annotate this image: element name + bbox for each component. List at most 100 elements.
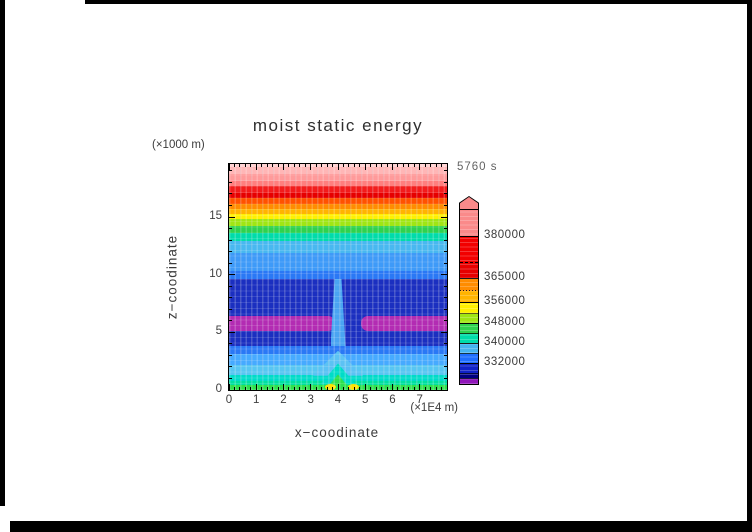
contour-band	[229, 219, 447, 227]
x-axis-tick	[402, 164, 404, 167]
x-axis-tick	[261, 387, 263, 390]
colorbar-segment	[460, 354, 478, 364]
x-axis-tick	[370, 164, 372, 167]
z-tick-label: 5	[215, 325, 222, 338]
z-axis-unit-label: (×1000 m)	[152, 139, 205, 151]
colorbar-level-line	[460, 333, 478, 334]
x-axis-tick	[413, 387, 415, 390]
z-axis-tick	[444, 343, 447, 345]
colorbar-level-line	[460, 378, 478, 379]
colorbar-level-line	[460, 343, 478, 344]
colorbar-segment	[460, 303, 478, 314]
z-axis-tick	[441, 274, 447, 276]
colorbar-value-label: 365000	[484, 271, 526, 283]
colorbar-overflow-arrow	[459, 196, 479, 210]
z-axis-tick	[229, 193, 232, 195]
x-axis-tick	[315, 164, 317, 167]
z-tick-label: 15	[209, 210, 222, 223]
z-axis-tick	[229, 285, 232, 287]
contour-band	[229, 241, 447, 253]
x-axis-tick	[375, 387, 377, 390]
x-axis-tick	[244, 387, 246, 390]
z-axis-tick	[444, 181, 447, 183]
colorbar-segment	[460, 364, 478, 374]
x-axis-tick	[337, 384, 339, 390]
z-axis-tick	[229, 228, 232, 230]
z-axis-tick	[229, 205, 232, 206]
contour-band	[229, 232, 447, 241]
colorbar-value-label: 380000	[484, 229, 526, 241]
x-axis-tick	[386, 387, 388, 390]
colorbar-value-label: 332000	[484, 356, 526, 368]
z-axis-tick	[444, 170, 447, 172]
x-axis-tick	[326, 164, 328, 167]
colorbar-segment	[460, 379, 478, 384]
colorbar-level-line	[460, 278, 478, 279]
x-axis-tick	[293, 387, 295, 390]
x-axis-tick	[441, 164, 443, 167]
z-axis-tick	[441, 389, 447, 391]
x-axis-tick	[261, 164, 263, 167]
x-axis-tick	[293, 164, 295, 167]
x-axis-tick	[250, 164, 252, 167]
x-axis-unit-label: (×1E4 m)	[410, 402, 458, 414]
colorbar-value-label: 356000	[484, 295, 526, 307]
z-axis-tick	[229, 170, 232, 172]
x-axis-tick	[326, 387, 328, 390]
x-axis-tick	[370, 387, 372, 390]
x-axis-tick	[435, 387, 437, 390]
x-axis-tick	[255, 164, 257, 170]
x-axis-tick	[288, 387, 290, 390]
z-axis-tick	[444, 251, 447, 253]
magenta-band-lobe	[229, 315, 335, 331]
colorbar-segment	[460, 279, 478, 291]
colorbar-value-label: 348000	[484, 316, 526, 328]
time-stamp: 5760 s	[457, 161, 498, 173]
x-axis-tick	[277, 387, 279, 390]
x-axis-tick	[435, 164, 437, 167]
x-axis-label: x−coodinate	[294, 425, 380, 440]
x-axis-tick	[353, 387, 355, 390]
x-axis-tick	[402, 387, 404, 390]
z-axis-tick	[229, 366, 232, 368]
x-axis-tick	[424, 164, 426, 167]
x-tick-label: 0	[225, 394, 233, 406]
z-axis-tick	[229, 274, 235, 276]
x-axis-tick	[441, 387, 443, 390]
contour-band	[229, 204, 447, 209]
z-axis-tick	[444, 366, 447, 368]
z-axis-label: z−coodinate	[164, 234, 180, 320]
x-tick-label: 2	[280, 394, 287, 406]
x-axis-tick	[239, 387, 241, 390]
z-tick-label: 0	[215, 383, 222, 395]
z-axis-tick	[444, 377, 447, 379]
x-axis-tick	[304, 164, 306, 167]
contour-band	[229, 192, 447, 198]
x-axis-tick	[364, 384, 366, 390]
x-axis-tick	[419, 164, 421, 170]
x-axis-tick	[299, 164, 301, 167]
x-tick-label: 1	[253, 394, 260, 406]
colorbar-level-line	[460, 323, 478, 324]
contour-band	[229, 174, 447, 181]
z-axis-tick	[444, 228, 447, 230]
contour-band	[229, 253, 447, 271]
z-axis-tick	[229, 251, 232, 253]
surface-hot-spot	[347, 383, 359, 390]
x-axis-tick	[266, 164, 268, 167]
x-axis-tick	[244, 164, 246, 167]
x-axis-tick	[304, 387, 306, 390]
x-axis-tick	[381, 164, 383, 167]
magenta-band-lobe	[361, 315, 447, 331]
contour-band	[229, 208, 447, 215]
colorbar-segment	[460, 210, 478, 237]
z-axis-tick	[229, 343, 232, 345]
x-tick-label: 7	[416, 394, 423, 406]
x-tick-label: 5	[362, 394, 369, 406]
colorbar-segment	[460, 263, 478, 279]
plot-title: moist static energy	[252, 116, 424, 135]
updraft-plume	[330, 278, 346, 346]
colorbar-level-line	[460, 302, 478, 303]
x-tick-label: 6	[389, 394, 396, 406]
x-axis-tick	[332, 164, 334, 167]
